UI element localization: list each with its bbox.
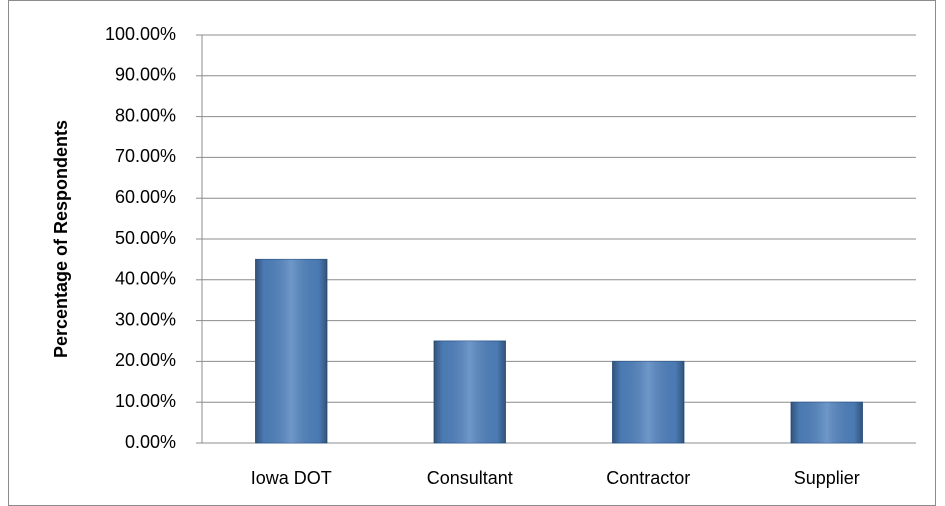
bar-shade	[255, 259, 327, 443]
y-tick-label: 100.00%	[105, 24, 176, 44]
x-tick-label: Consultant	[427, 468, 513, 488]
bar-shade	[791, 402, 863, 443]
y-tick-label: 80.00%	[115, 105, 176, 125]
x-tick-label: Supplier	[794, 468, 860, 488]
y-tick-label: 60.00%	[115, 187, 176, 207]
bar-shade	[612, 361, 684, 443]
y-tick-label: 0.00%	[125, 432, 176, 452]
y-tick-label: 30.00%	[115, 309, 176, 329]
y-tick-label: 40.00%	[115, 269, 176, 289]
x-tick-label: Contractor	[606, 468, 690, 488]
y-tick-label: 50.00%	[115, 228, 176, 248]
y-tick-label: 20.00%	[115, 350, 176, 370]
y-tick-label: 10.00%	[115, 391, 176, 411]
y-tick-label: 90.00%	[115, 65, 176, 85]
y-tick-label: 70.00%	[115, 146, 176, 166]
bar-shade	[434, 341, 506, 443]
y-axis-label: Percentage of Respondents	[51, 120, 71, 358]
x-tick-label: Iowa DOT	[251, 468, 332, 488]
